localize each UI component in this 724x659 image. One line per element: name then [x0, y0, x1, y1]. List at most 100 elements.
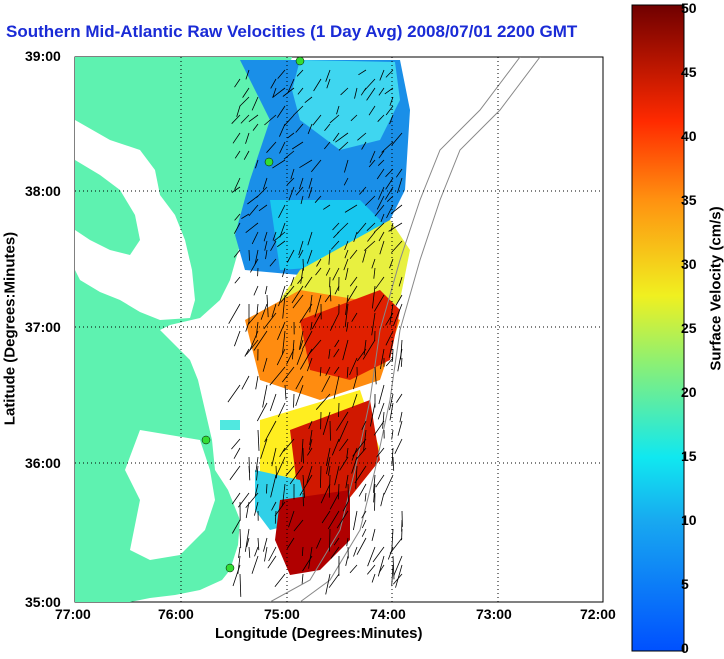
velocity-arrow — [391, 447, 394, 466]
velocity-arrow — [277, 69, 286, 79]
velocity-arrow — [367, 546, 376, 567]
velocity-arrow — [297, 87, 304, 95]
velocity-arrow — [395, 564, 403, 588]
velocity-arrow — [266, 483, 268, 494]
velocity-arrow — [361, 519, 367, 529]
velocity-arrow — [278, 204, 286, 218]
velocity-arrow — [306, 465, 313, 483]
velocity-arrow — [262, 384, 268, 408]
velocity-arrow — [328, 573, 340, 588]
velocity-arrow — [385, 69, 394, 78]
velocity-arrow — [257, 537, 260, 551]
velocity-arrow — [371, 258, 376, 269]
velocity-arrow — [344, 159, 349, 173]
velocity-arrow — [351, 447, 358, 461]
velocity-arrow — [298, 249, 304, 259]
velocity-arrow — [328, 348, 331, 359]
velocity-arrow — [346, 366, 349, 378]
velocity-arrow — [345, 474, 349, 489]
velocity-arrow — [268, 546, 277, 562]
velocity-arrow — [332, 132, 340, 142]
colorbar-tick: 0 — [681, 640, 689, 656]
velocity-arrow — [248, 114, 259, 123]
velocity-arrow — [270, 240, 277, 251]
velocity-arrow — [392, 348, 394, 362]
velocity-arrow — [385, 357, 394, 367]
velocity-arrow — [373, 420, 385, 436]
velocity-arrow — [321, 375, 331, 393]
velocity-arrow — [299, 474, 313, 496]
velocity-arrow — [297, 276, 304, 285]
xtick: 74:00 — [370, 606, 406, 622]
velocity-arrow — [344, 303, 349, 327]
velocity-arrow — [333, 375, 340, 399]
velocity-arrow — [389, 393, 394, 411]
velocity-arrow — [347, 483, 349, 502]
velocity-arrow — [255, 375, 259, 390]
velocity-arrow — [288, 510, 295, 528]
velocity-arrow — [248, 204, 259, 217]
velocity-arrow — [395, 294, 403, 306]
ytick: 38:00 — [25, 183, 61, 199]
velocity-arrow — [300, 195, 304, 205]
velocity-arrow — [397, 420, 403, 436]
velocity-arrow — [373, 483, 376, 503]
velocity-arrow — [234, 276, 241, 284]
velocity-arrow — [277, 321, 286, 340]
velocity-arrow — [299, 339, 304, 350]
colorbar-tick: 15 — [681, 448, 697, 464]
velocity-arrow — [228, 303, 241, 324]
velocity-arrow — [379, 240, 385, 255]
velocity-arrow — [338, 402, 340, 418]
velocity-arrow — [398, 276, 403, 287]
velocity-arrow — [397, 348, 403, 372]
velocity-arrow — [295, 123, 304, 133]
velocity-arrow — [366, 87, 376, 101]
velocity-arrow — [253, 330, 268, 351]
velocity-arrow — [301, 573, 304, 584]
colorbar-tick: 25 — [681, 320, 697, 336]
xtick: 73:00 — [476, 606, 512, 622]
velocity-arrow — [233, 447, 241, 459]
velocity-arrow — [231, 492, 241, 505]
velocity-arrow — [392, 573, 403, 585]
velocity-arrow — [255, 456, 259, 473]
velocity-arrow — [336, 510, 349, 529]
velocity-arrow — [312, 114, 322, 126]
velocity-arrow — [377, 114, 385, 122]
velocity-arrow — [367, 231, 376, 242]
velocity-arrow — [380, 348, 385, 370]
velocity-arrow — [354, 465, 367, 484]
velocity-arrow — [279, 447, 286, 458]
velocity-arrow — [320, 483, 331, 504]
velocity-arrow — [391, 564, 394, 587]
velocity-arrow — [252, 123, 259, 131]
velocity-arrow — [296, 69, 304, 77]
velocity-arrow — [329, 285, 332, 302]
velocity-arrow — [310, 321, 313, 331]
velocity-arrow — [307, 231, 313, 246]
velocity-arrow — [378, 186, 385, 200]
velocity-arrow — [353, 375, 358, 390]
velocity-arrow — [279, 123, 286, 137]
velocity-arrow — [282, 87, 295, 97]
velocity-arrow — [231, 519, 241, 534]
xtick: 76:00 — [158, 606, 194, 622]
map-title: Southern Mid-Atlantic Raw Velocities (1 … — [6, 22, 578, 41]
velocity-arrow — [333, 537, 340, 546]
velocity-arrow — [298, 330, 304, 350]
velocity-arrow — [246, 339, 259, 355]
ytick: 35:00 — [25, 594, 61, 610]
velocity-arrow — [273, 231, 286, 242]
velocity-arrow — [239, 528, 242, 548]
velocity-arrow — [374, 366, 377, 385]
velocity-arrow — [241, 213, 250, 219]
velocity-arrow — [248, 546, 251, 558]
velocity-arrow — [325, 267, 331, 276]
velocity-arrow — [354, 87, 358, 99]
radar-station-marker — [225, 563, 235, 573]
velocity-arrow — [254, 483, 259, 496]
velocity-arrow — [287, 132, 295, 139]
velocity-arrow — [345, 267, 349, 280]
